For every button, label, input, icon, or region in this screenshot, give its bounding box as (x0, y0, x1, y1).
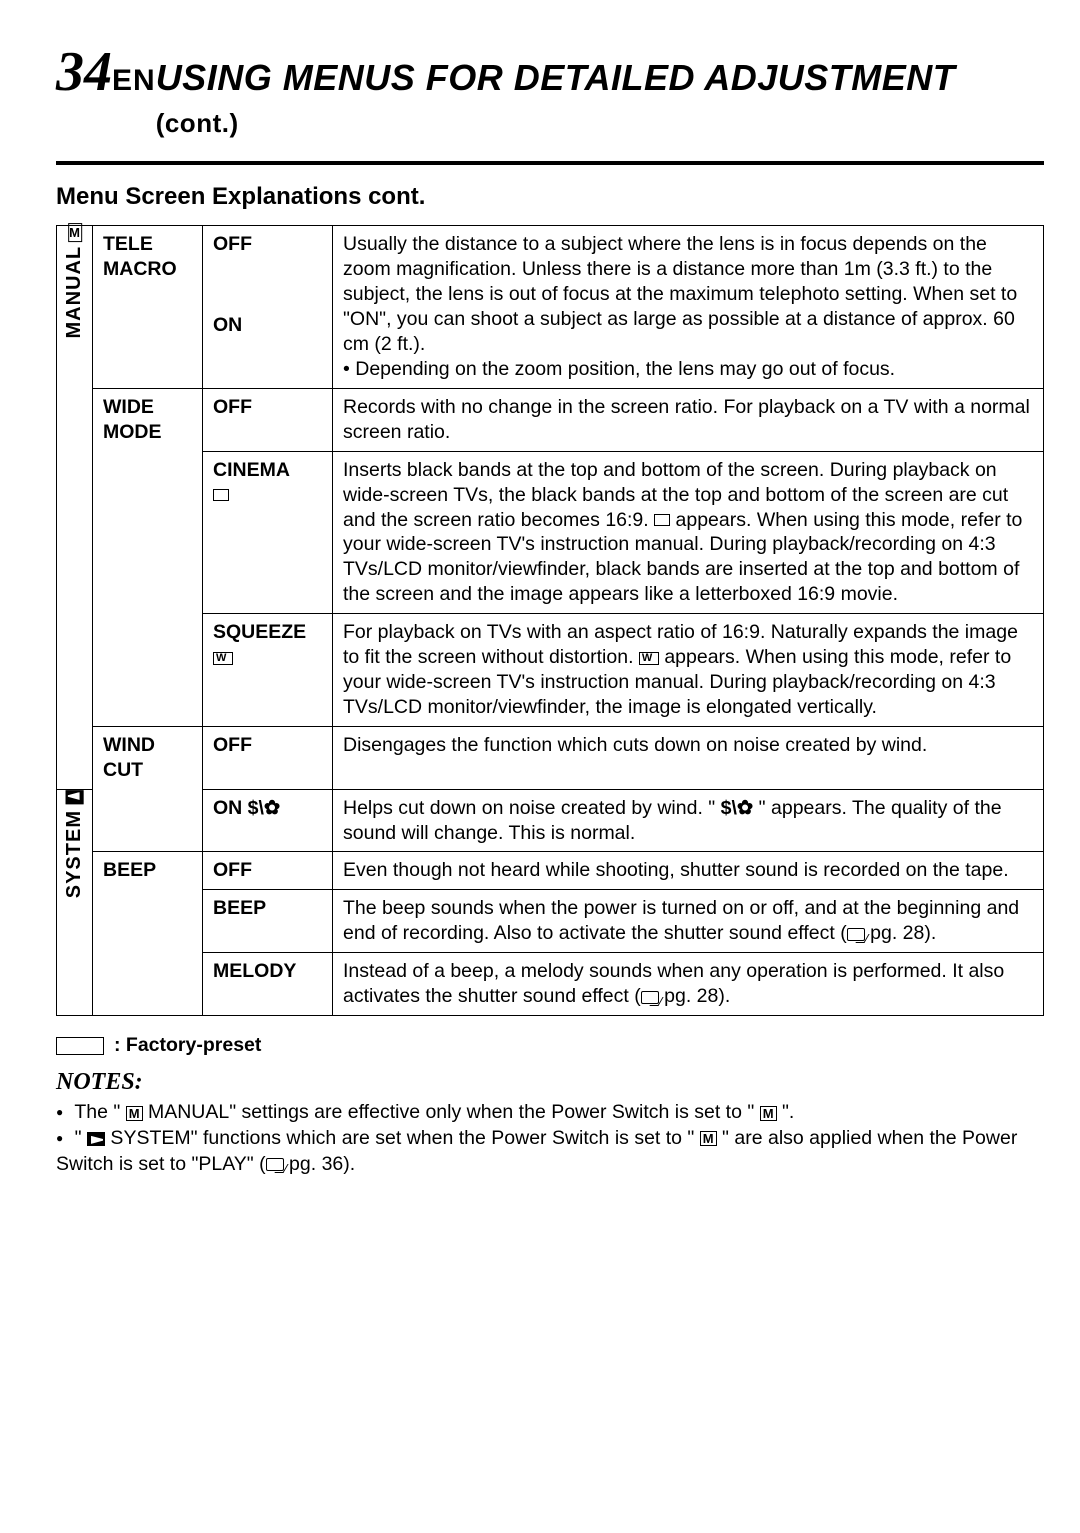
legend-box-icon (56, 1037, 104, 1055)
opt-wide-off: OFF (203, 388, 333, 451)
menu-table: MANUAL M TELE MACRO OFF Usually the dist… (56, 225, 1044, 1016)
desc-tele: Usually the distance to a subject where … (333, 226, 1044, 389)
section-system-sidebar: SYSTEM (57, 789, 93, 1016)
row-beep-name: BEEP (93, 852, 203, 1016)
squeeze-w-icon (213, 652, 233, 665)
opt-wide-cinema: CINEMA (203, 451, 333, 614)
legend-text: : Factory-preset (114, 1034, 261, 1057)
desc-wide-squeeze: For playback on TVs with an aspect ratio… (333, 614, 1044, 727)
opt-wind-on: ON $\✿ (203, 789, 333, 852)
m-box-icon: M (126, 1106, 143, 1121)
title-main: USING MENUS FOR DETAILED ADJUSTMENT (156, 57, 956, 98)
desc-beep-melody: Instead of a beep, a melody sounds when … (333, 953, 1044, 1016)
page-number: 34EN (56, 40, 156, 104)
desc-wide-off: Records with no change in the screen rat… (333, 388, 1044, 451)
opt-beep-melody: MELODY (203, 953, 333, 1016)
title-rule (56, 161, 1044, 165)
desc-wind-on: Helps cut down on noise created by wind.… (333, 789, 1044, 852)
opt-beep-beep: BEEP (203, 890, 333, 953)
wind-ear-icon: $\✿ (248, 797, 281, 819)
wrench-icon (66, 790, 84, 804)
title-cont: (cont.) (156, 108, 239, 138)
desc-wind-off: Disengages the function which cuts down … (333, 727, 1044, 789)
subtitle: Menu Screen Explanations cont. (56, 183, 1044, 211)
opt-wide-squeeze: SQUEEZE (203, 614, 333, 727)
page-lang: EN (112, 64, 156, 97)
page-ref-icon (847, 928, 865, 941)
notes-list: The " M MANUAL" settings are effective o… (56, 1100, 1044, 1177)
notes-heading: NOTES: (56, 1069, 1044, 1096)
page-number-value: 34 (56, 41, 112, 103)
page-ref-icon (266, 1158, 284, 1171)
desc-beep-off: Even though not heard while shooting, sh… (333, 852, 1044, 890)
row-wind-cut-name: WIND CUT (93, 727, 203, 789)
factory-preset-legend: : Factory-preset (56, 1034, 1044, 1057)
opt-wind-off: OFF (203, 727, 333, 789)
row-wide-mode-name: WIDE MODE (93, 388, 203, 726)
page-header: 34EN USING MENUS FOR DETAILED ADJUSTMENT… (56, 40, 1044, 141)
section-manual-label: MANUAL M (62, 226, 88, 339)
squeeze-w-icon-inline (639, 652, 659, 665)
note-2: " SYSTEM" functions which are set when t… (56, 1126, 1044, 1177)
m-box-icon: M (760, 1106, 777, 1121)
page-title: USING MENUS FOR DETAILED ADJUSTMENT (con… (156, 57, 1044, 141)
tele-bullet: • Depending on the zoom position, the le… (343, 357, 1033, 382)
m-box-icon: M (68, 223, 82, 242)
row-wind-cut-name2 (93, 789, 203, 852)
wrench-icon (87, 1132, 105, 1146)
wind-ear-icon-inline: $\✿ (721, 797, 754, 819)
section-system-label: SYSTEM (62, 790, 88, 898)
cinema-rect-icon (213, 489, 229, 501)
row-tele-macro-name: TELE MACRO (93, 226, 203, 389)
desc-wide-cinema: Inserts black bands at the top and botto… (333, 451, 1044, 614)
page-ref-icon (641, 991, 659, 1004)
opt-tele-off: OFF (203, 226, 333, 307)
opt-tele-on: ON (203, 307, 333, 388)
opt-beep-off: OFF (203, 852, 333, 890)
desc-beep-beep: The beep sounds when the power is turned… (333, 890, 1044, 953)
m-box-icon: M (700, 1131, 717, 1146)
section-manual-sidebar: MANUAL M (57, 226, 93, 790)
cinema-rect-icon-inline (654, 514, 670, 526)
page: 34EN USING MENUS FOR DETAILED ADJUSTMENT… (0, 0, 1080, 1533)
note-1: The " M MANUAL" settings are effective o… (56, 1100, 1044, 1126)
